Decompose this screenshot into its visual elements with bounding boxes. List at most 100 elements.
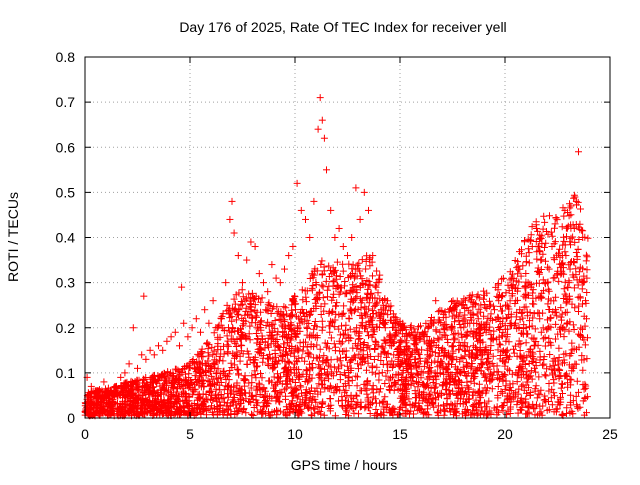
data-point bbox=[222, 279, 230, 287]
x-axis-title: GPS time / hours bbox=[291, 457, 398, 473]
data-point bbox=[583, 274, 591, 282]
data-point bbox=[402, 364, 410, 372]
data-point bbox=[213, 324, 221, 332]
data-point bbox=[495, 297, 503, 305]
data-point bbox=[369, 252, 377, 260]
data-point bbox=[562, 252, 570, 260]
chart-title: Day 176 of 2025, Rate Of TEC Index for r… bbox=[179, 19, 506, 35]
data-point bbox=[415, 360, 423, 368]
data-point bbox=[558, 261, 566, 269]
data-point bbox=[465, 346, 473, 354]
data-point bbox=[360, 188, 368, 196]
data-point bbox=[428, 337, 435, 345]
data-points bbox=[83, 94, 591, 399]
data-point bbox=[545, 265, 553, 273]
data-point bbox=[444, 351, 452, 359]
data-point bbox=[570, 224, 578, 232]
data-point bbox=[171, 328, 179, 336]
data-point bbox=[92, 387, 99, 395]
y-tick-label: 0 bbox=[67, 410, 75, 426]
data-point bbox=[96, 391, 104, 399]
x-tick-label: 25 bbox=[602, 426, 618, 442]
data-point bbox=[121, 369, 129, 377]
data-point bbox=[407, 360, 414, 368]
data-point bbox=[461, 319, 469, 327]
data-point bbox=[201, 306, 209, 314]
data-point bbox=[356, 215, 364, 223]
y-tick-label: 0.2 bbox=[56, 320, 76, 336]
data-point bbox=[323, 166, 330, 174]
y-tick-label: 0.1 bbox=[56, 365, 76, 381]
data-point bbox=[541, 279, 549, 287]
data-point bbox=[533, 224, 540, 232]
data-point bbox=[289, 243, 297, 251]
data-point bbox=[423, 346, 431, 354]
data-point bbox=[457, 324, 465, 332]
data-point bbox=[134, 364, 141, 372]
data-point bbox=[255, 270, 263, 278]
data-point bbox=[474, 337, 482, 345]
data-point bbox=[486, 315, 494, 323]
data-point bbox=[449, 342, 456, 350]
data-point bbox=[167, 333, 175, 341]
data-point bbox=[239, 279, 246, 287]
data-point bbox=[104, 387, 112, 395]
data-point bbox=[348, 234, 356, 241]
data-point bbox=[507, 310, 515, 318]
data-point bbox=[268, 261, 276, 269]
data-point bbox=[436, 328, 444, 336]
y-axis-title: ROTI / TECUs bbox=[5, 192, 21, 282]
data-point bbox=[155, 342, 162, 350]
data-point bbox=[331, 234, 339, 241]
data-point bbox=[482, 328, 490, 336]
y-tick-label: 0.4 bbox=[56, 230, 76, 246]
data-point bbox=[512, 319, 519, 327]
data-cloud-markers bbox=[81, 191, 592, 420]
data-point bbox=[276, 279, 284, 287]
data-point bbox=[180, 319, 188, 327]
x-tick-label: 10 bbox=[287, 426, 303, 442]
data-point bbox=[528, 243, 536, 251]
y-tick-label: 0.6 bbox=[56, 139, 76, 155]
data-point bbox=[524, 279, 532, 287]
data-point bbox=[503, 301, 511, 309]
x-tick-label: 15 bbox=[392, 426, 408, 442]
data-point bbox=[554, 270, 561, 278]
data-point bbox=[316, 94, 324, 102]
data-point bbox=[491, 306, 498, 314]
data-point bbox=[537, 256, 545, 264]
data-point bbox=[234, 252, 242, 260]
data-point bbox=[297, 206, 305, 214]
data-point bbox=[310, 197, 318, 205]
data-point bbox=[320, 134, 328, 142]
data-point bbox=[117, 373, 125, 381]
data-point bbox=[228, 197, 236, 205]
data-point bbox=[138, 351, 146, 359]
data-point bbox=[335, 224, 343, 232]
data-point bbox=[390, 351, 398, 359]
data-point bbox=[159, 346, 167, 354]
y-tick-label: 0.8 bbox=[56, 49, 76, 65]
data-point bbox=[197, 328, 204, 336]
data-point bbox=[381, 324, 389, 332]
data-point bbox=[520, 292, 528, 300]
data-point bbox=[411, 355, 419, 363]
axis-ticks: 0 5 10 15 20 25 0 0.1 0.2 0.3 0.4 0.5 0.6 0.7 0.8 bbox=[56, 49, 618, 442]
dense-data-cloud bbox=[81, 191, 592, 420]
data-point bbox=[188, 324, 196, 332]
x-tick-label: 20 bbox=[497, 426, 513, 442]
data-point bbox=[293, 179, 301, 187]
data-point bbox=[178, 283, 186, 291]
data-point bbox=[302, 215, 309, 223]
data-point bbox=[205, 319, 213, 327]
data-point bbox=[113, 382, 120, 390]
data-point bbox=[226, 215, 234, 223]
data-point bbox=[281, 265, 288, 273]
data-point bbox=[432, 297, 440, 305]
data-point bbox=[272, 274, 280, 282]
data-point bbox=[386, 333, 393, 341]
data-point bbox=[478, 324, 486, 332]
data-point bbox=[100, 378, 108, 386]
